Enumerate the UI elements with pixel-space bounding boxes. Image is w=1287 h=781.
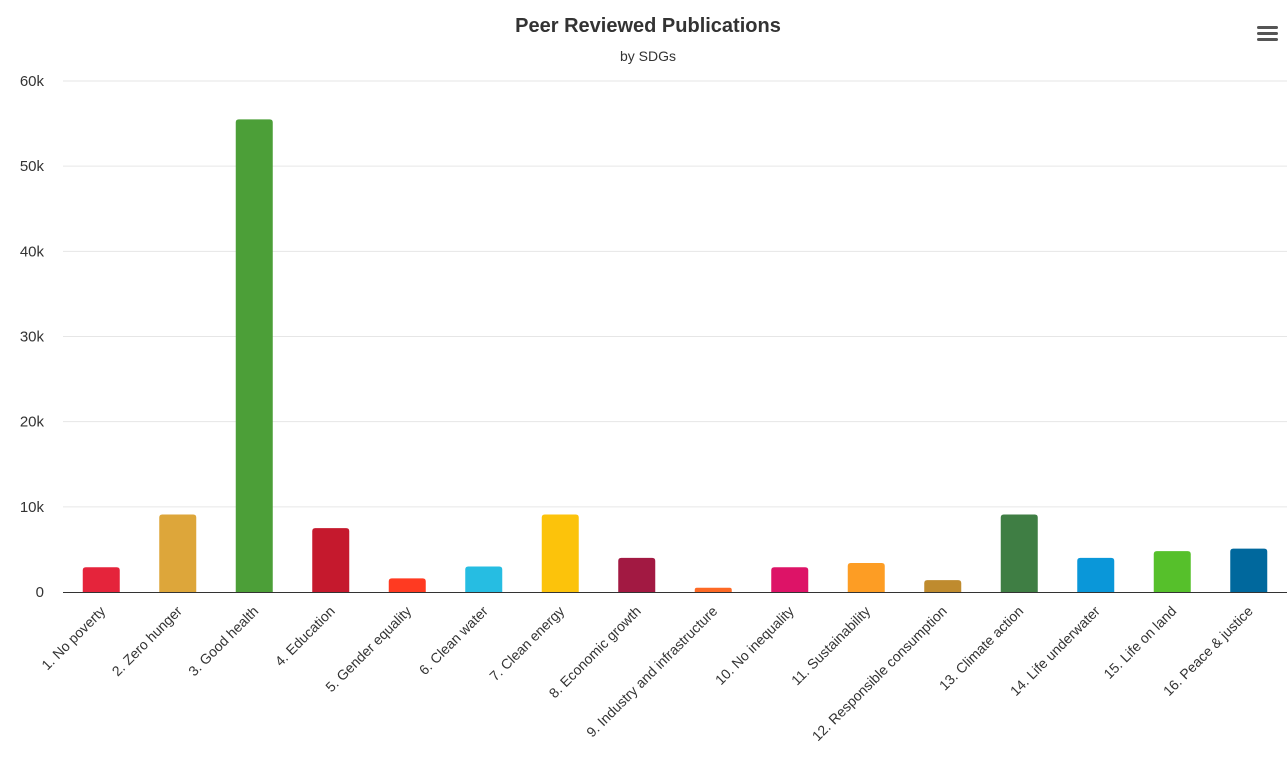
bar[interactable] — [618, 557, 656, 592]
y-tick-label: 0 — [36, 584, 44, 601]
x-tick-label: 10. No inequality — [712, 603, 797, 688]
bar[interactable] — [82, 567, 120, 592]
y-tick-label: 50k — [20, 158, 45, 175]
x-tick-label: 15. Life on land — [1100, 603, 1179, 682]
x-axis-labels: 1. No poverty 2. Zero hunger 3. Good healt… — [38, 603, 1256, 744]
x-tick-label: 9. Industry and infrastructure — [583, 603, 720, 740]
bar[interactable] — [388, 578, 426, 592]
x-tick-label: 13. Climate action — [936, 603, 1027, 694]
bar[interactable] — [924, 580, 962, 592]
x-tick-label: 4. Education — [272, 603, 338, 669]
bar[interactable] — [1000, 514, 1038, 592]
y-tick-label: 10k — [20, 499, 45, 516]
bar[interactable] — [847, 563, 885, 592]
x-tick-label: 11. Sustainability — [788, 603, 873, 688]
bar[interactable] — [1077, 557, 1115, 592]
x-tick-label: 6. Clean water — [416, 603, 491, 678]
bar[interactable] — [312, 528, 350, 592]
bar[interactable] — [235, 119, 273, 592]
chart-menu-button[interactable] — [1252, 20, 1282, 46]
hamburger-menu-icon — [1257, 26, 1278, 41]
x-tick-label: 12. Responsible consumption — [809, 603, 950, 744]
x-tick-label: 3. Good health — [185, 603, 261, 679]
y-tick-label: 60k — [20, 73, 45, 90]
x-tick-label: 5. Gender equality — [322, 603, 414, 695]
bar[interactable] — [541, 514, 579, 592]
x-tick-label: 1. No poverty — [38, 603, 108, 673]
y-tick-label: 20k — [20, 414, 45, 431]
bar[interactable] — [771, 567, 809, 592]
bar[interactable] — [1153, 551, 1191, 592]
y-axis-labels: 0 10k 20k 30k 40k 50k 60k — [20, 73, 45, 601]
bars — [82, 119, 1268, 592]
bar[interactable] — [465, 566, 503, 592]
y-tick-label: 40k — [20, 243, 45, 260]
bar[interactable] — [1230, 548, 1268, 592]
x-tick-label: 2. Zero hunger — [109, 603, 185, 679]
y-tick-label: 30k — [20, 329, 45, 346]
chart-subtitle: by SDGs — [620, 48, 676, 64]
x-tick-label: 7. Clean energy — [486, 603, 567, 684]
bar[interactable] — [694, 587, 732, 592]
bar[interactable] — [159, 514, 197, 592]
chart-title: Peer Reviewed Publications — [515, 15, 781, 37]
